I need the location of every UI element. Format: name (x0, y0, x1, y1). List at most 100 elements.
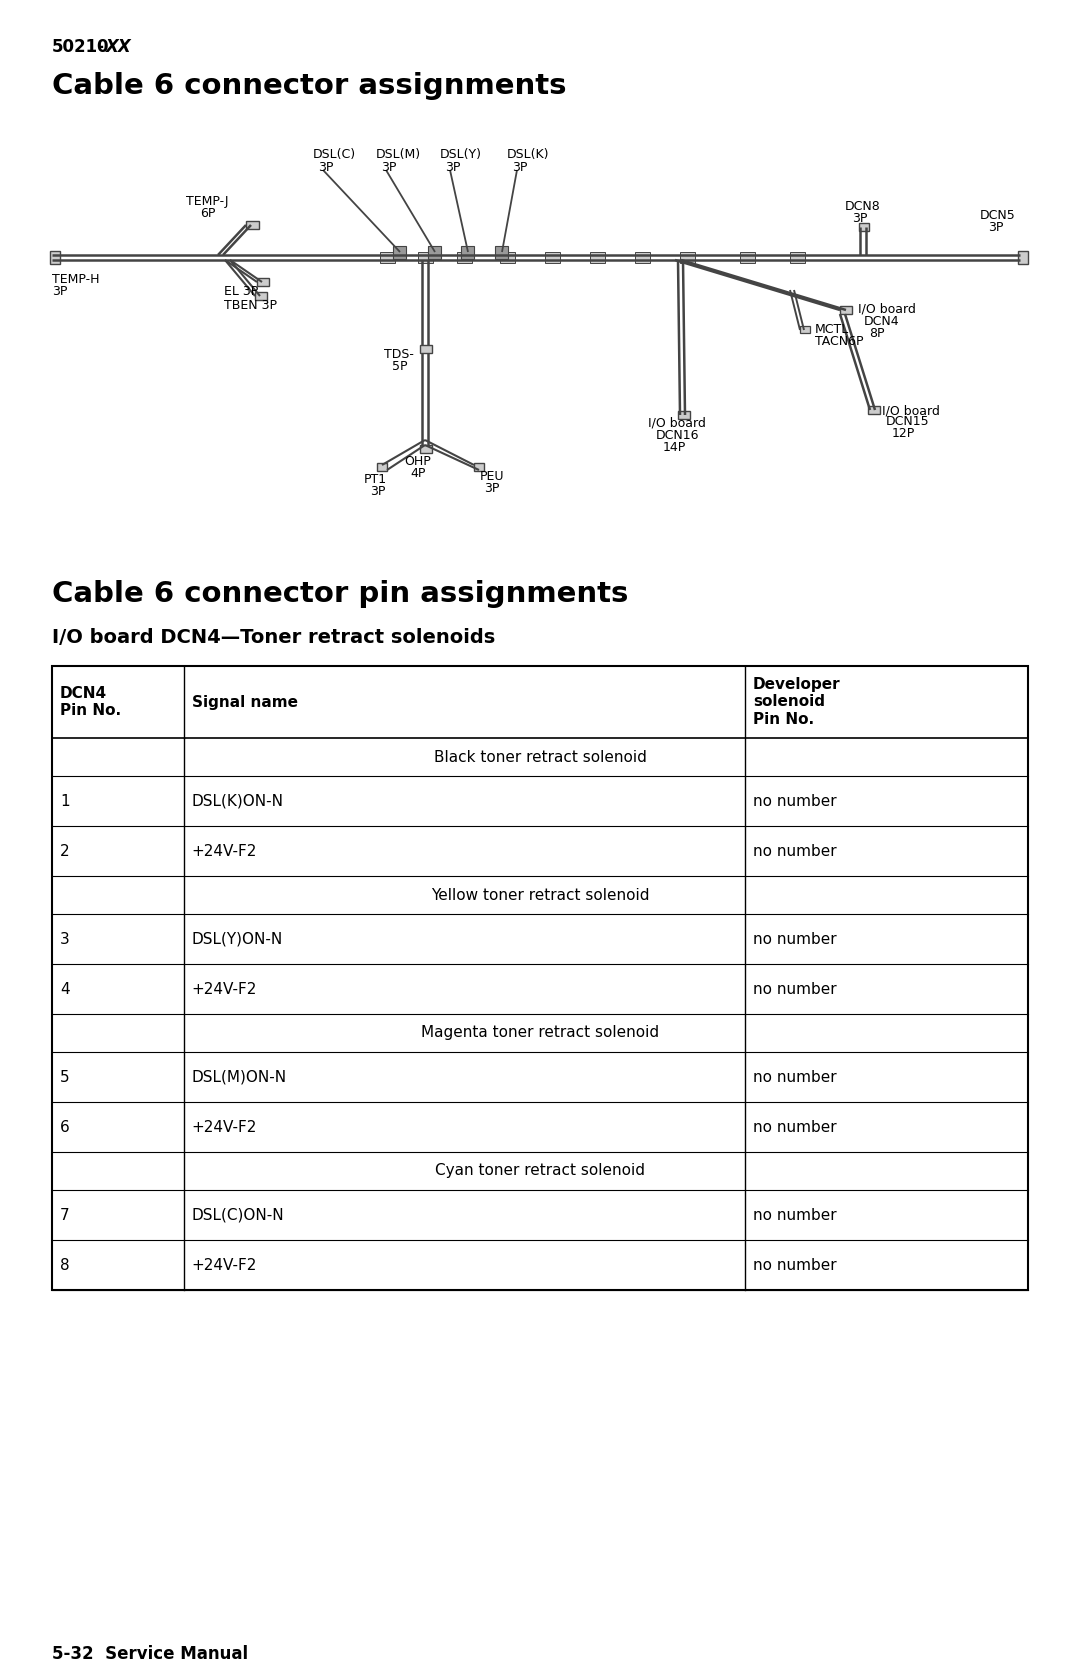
Bar (457, 252, 472, 264)
Bar (859, 224, 869, 230)
Text: 5-32  Service Manual: 5-32 Service Manual (52, 1646, 248, 1662)
Text: no number: no number (753, 843, 837, 858)
Text: DCN4: DCN4 (864, 315, 900, 329)
Text: PEU: PEU (480, 471, 504, 482)
Text: 3P: 3P (852, 212, 867, 225)
Text: Cable 6 connector pin assignments: Cable 6 connector pin assignments (52, 581, 629, 608)
Text: XX: XX (106, 38, 132, 57)
Text: 6: 6 (60, 1120, 70, 1135)
Text: 2: 2 (60, 843, 69, 858)
Bar (393, 245, 406, 259)
Text: TACN6P: TACN6P (815, 335, 864, 349)
Text: Magenta toner retract solenoid: Magenta toner retract solenoid (421, 1025, 659, 1040)
Bar (840, 305, 852, 314)
Text: DSL(Y)ON-N: DSL(Y)ON-N (192, 931, 283, 946)
Bar (678, 411, 690, 419)
Text: I/O board: I/O board (858, 304, 916, 315)
Bar (420, 345, 432, 354)
Bar (380, 252, 395, 264)
Text: DCN4
Pin No.: DCN4 Pin No. (60, 686, 121, 718)
Text: Cable 6 connector assignments: Cable 6 connector assignments (52, 72, 567, 100)
Bar (590, 252, 605, 264)
Bar (50, 250, 60, 264)
Text: 5021-: 5021- (52, 38, 105, 57)
Text: 4P: 4P (410, 467, 426, 481)
Text: DSL(K): DSL(K) (507, 149, 550, 160)
Text: +24V-F2: +24V-F2 (192, 1257, 257, 1272)
Bar (635, 252, 650, 264)
Bar (868, 406, 880, 414)
Text: no number: no number (753, 793, 837, 808)
Text: no number: no number (753, 1120, 837, 1135)
Text: 4: 4 (60, 981, 69, 996)
Bar (1018, 250, 1028, 264)
Bar (255, 292, 267, 300)
Text: +24V-F2: +24V-F2 (192, 1120, 257, 1135)
Text: TEMP-H: TEMP-H (52, 274, 99, 285)
Bar (545, 252, 561, 264)
Text: 5P: 5P (392, 361, 407, 372)
Text: 5: 5 (60, 1070, 69, 1085)
Text: no number: no number (753, 1070, 837, 1085)
Bar (418, 252, 433, 264)
Text: DCN16: DCN16 (656, 429, 700, 442)
Text: 3P: 3P (381, 160, 396, 174)
Bar (789, 252, 805, 264)
Text: I/O board: I/O board (648, 417, 706, 431)
Text: 3P: 3P (512, 160, 527, 174)
Text: 3: 3 (60, 931, 70, 946)
Text: TBEN 3P: TBEN 3P (224, 299, 276, 312)
Text: MCTL: MCTL (815, 324, 849, 335)
Text: Signal name: Signal name (192, 694, 298, 709)
Text: Developer
solenoid
Pin No.: Developer solenoid Pin No. (753, 678, 840, 728)
Text: Cyan toner retract solenoid: Cyan toner retract solenoid (435, 1163, 645, 1178)
Bar (474, 462, 484, 471)
Bar (257, 279, 269, 285)
Text: I/O board DCN4—Toner retract solenoids: I/O board DCN4—Toner retract solenoids (52, 628, 496, 648)
Bar (680, 252, 696, 264)
Bar (500, 252, 515, 264)
Text: no number: no number (753, 931, 837, 946)
Text: no number: no number (753, 1207, 837, 1222)
Bar (461, 245, 474, 259)
Text: 6P: 6P (200, 207, 215, 220)
Text: DCN5: DCN5 (980, 209, 1016, 222)
Text: 1: 1 (60, 793, 69, 808)
Text: +24V-F2: +24V-F2 (192, 981, 257, 996)
Text: 0: 0 (96, 38, 108, 57)
Bar (420, 446, 432, 452)
Text: 8: 8 (60, 1257, 69, 1272)
Text: I/O board: I/O board (882, 406, 940, 417)
Text: 3P: 3P (370, 486, 386, 497)
Text: DSL(K)ON-N: DSL(K)ON-N (192, 793, 284, 808)
Bar (377, 462, 387, 471)
Text: 3P: 3P (988, 220, 1003, 234)
Text: DCN15: DCN15 (886, 416, 930, 427)
Text: Yellow toner retract solenoid: Yellow toner retract solenoid (431, 888, 649, 903)
Text: DCN8: DCN8 (845, 200, 881, 214)
Text: DSL(C): DSL(C) (313, 149, 356, 160)
Text: DSL(Y): DSL(Y) (440, 149, 482, 160)
Text: OHP: OHP (404, 456, 431, 467)
Text: 3P: 3P (52, 285, 67, 299)
Text: no number: no number (753, 1257, 837, 1272)
Text: 3P: 3P (484, 482, 499, 496)
Text: PT1: PT1 (364, 472, 387, 486)
Bar (246, 220, 259, 229)
Text: TEMP-J: TEMP-J (186, 195, 229, 209)
Text: DSL(C)ON-N: DSL(C)ON-N (192, 1207, 284, 1222)
Bar (495, 245, 508, 259)
Bar (800, 325, 810, 334)
Bar (428, 245, 441, 259)
Text: EL 3P: EL 3P (224, 285, 258, 299)
Text: 7: 7 (60, 1207, 69, 1222)
Text: DSL(M)ON-N: DSL(M)ON-N (192, 1070, 287, 1085)
Bar (740, 252, 755, 264)
Text: 3P: 3P (445, 160, 460, 174)
Text: Black toner retract solenoid: Black toner retract solenoid (433, 749, 647, 764)
Text: DSL(M): DSL(M) (376, 149, 421, 160)
Bar (52, 666, 1028, 1290)
Text: 3P: 3P (318, 160, 334, 174)
Text: 12P: 12P (892, 427, 915, 441)
Text: 14P: 14P (663, 441, 686, 454)
